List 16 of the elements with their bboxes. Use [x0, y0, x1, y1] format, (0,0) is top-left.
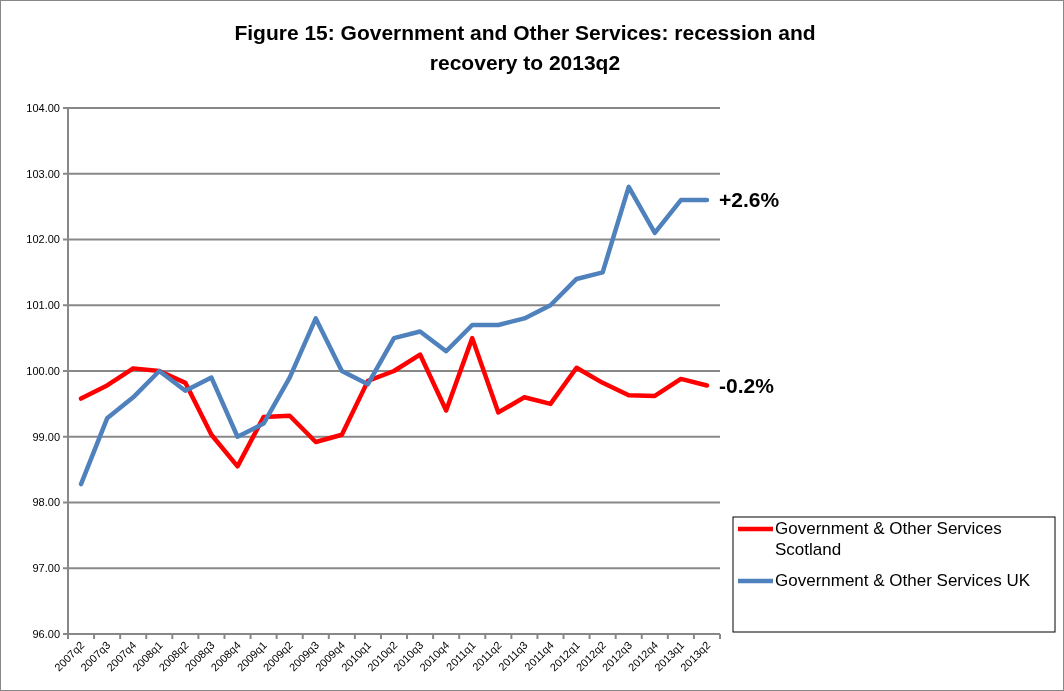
y-tick-label: 98.00: [32, 496, 60, 509]
annotation: -0.2%: [718, 373, 775, 397]
legend-label: Government & Other Services Scotland: [775, 519, 1002, 559]
y-tick-label: 104.00: [26, 101, 60, 114]
y-tick-label: 102.00: [26, 233, 60, 246]
y-tick-label: 100.00: [26, 364, 60, 377]
y-tick-label: 96.00: [32, 627, 60, 640]
chart-title: Figure 15: Government and Other Services: recession and recovery to 2013q2: [234, 21, 816, 74]
y-tick-label: 99.00: [32, 430, 60, 443]
line-series: [78, 184, 710, 487]
y-tick-label: 103.00: [26, 167, 60, 180]
annotation: +2.6%: [718, 188, 780, 212]
y-tick-label: 97.00: [32, 562, 60, 575]
line-series: [78, 335, 710, 469]
legend-label: Government & Other Services UK: [775, 571, 1031, 590]
y-tick-label: 101.00: [26, 299, 60, 312]
